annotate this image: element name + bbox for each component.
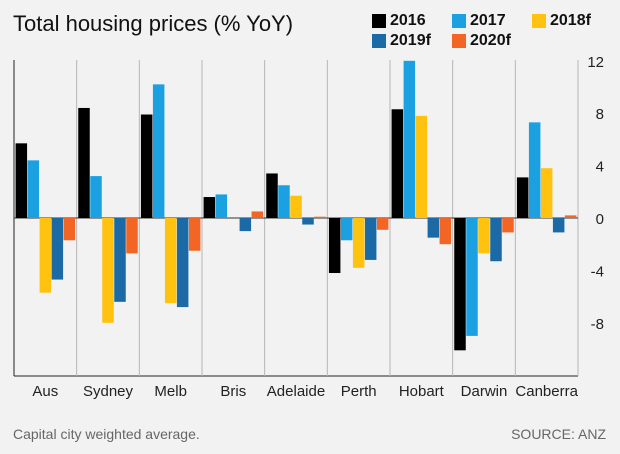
legend-label-2018f: 2018f xyxy=(550,12,591,29)
bar-adelaide-2019f xyxy=(302,218,314,225)
bar-darwin-2019f xyxy=(490,218,502,262)
bar-sydney-2018f xyxy=(102,218,114,323)
bar-darwin-2020f xyxy=(502,218,514,233)
bar-bris-2016 xyxy=(203,197,216,218)
bar-sydney-2020f xyxy=(126,218,138,254)
legend-item-2016: 2016 xyxy=(372,12,452,30)
bar-canberra-2019f xyxy=(552,218,565,233)
x-tick-label: Darwin xyxy=(461,383,508,400)
bar-perth-2019f xyxy=(364,218,377,260)
x-tick-label: Canberra xyxy=(515,383,578,400)
legend-swatch-2018f xyxy=(532,14,546,28)
y-tick-label: 12 xyxy=(587,54,604,71)
bar-hobart-2018f xyxy=(415,115,428,218)
x-tick-label: Bris xyxy=(220,383,246,400)
legend-label-2016: 2016 xyxy=(390,12,426,29)
bar-bris-2017 xyxy=(215,194,228,218)
bar-canberra-2018f xyxy=(540,168,553,218)
legend-swatch-2017 xyxy=(452,14,466,28)
bar-aus-2018f xyxy=(39,218,52,293)
bar-aus-2017 xyxy=(27,160,40,218)
bar-bris-2020f xyxy=(251,211,264,218)
legend-label-2019f: 2019f xyxy=(390,32,431,49)
bar-perth-2020f xyxy=(376,218,389,230)
legend-item-2020f: 2020f xyxy=(452,32,532,50)
y-tick-label: 8 xyxy=(596,106,604,123)
legend-swatch-2016 xyxy=(372,14,386,28)
bar-canberra-2016 xyxy=(516,177,529,218)
x-tick-label: Melb xyxy=(154,383,187,400)
bar-hobart-2019f xyxy=(427,218,440,238)
legend-label-2017: 2017 xyxy=(470,12,506,29)
bar-melb-2017 xyxy=(152,84,165,218)
x-tick-label: Adelaide xyxy=(267,383,325,400)
legend-swatch-2020f xyxy=(452,34,466,48)
bar-canberra-2017 xyxy=(528,122,541,218)
bar-perth-2016 xyxy=(328,218,341,274)
source-note: SOURCE: ANZ xyxy=(511,426,606,442)
legend: 2016 2017 2018f 2019f 2020f xyxy=(372,12,612,50)
bar-hobart-2017 xyxy=(403,60,416,218)
bar-aus-2020f xyxy=(63,218,76,241)
bar-hobart-2016 xyxy=(391,109,404,218)
bar-darwin-2016 xyxy=(454,218,466,351)
bar-perth-2018f xyxy=(352,218,365,268)
bar-adelaide-2020f xyxy=(314,216,326,218)
bar-sydney-2019f xyxy=(114,218,126,302)
legend-label-2020f: 2020f xyxy=(470,32,511,49)
y-tick-label: 4 xyxy=(596,159,604,176)
bar-melb-2018f xyxy=(164,218,177,304)
bar-perth-2017 xyxy=(340,218,353,241)
bar-aus-2016 xyxy=(15,143,28,218)
y-tick-label: -4 xyxy=(591,263,604,280)
y-tick-label: 0 xyxy=(596,211,604,228)
legend-swatch-2019f xyxy=(372,34,386,48)
bar-melb-2016 xyxy=(140,114,153,218)
x-tick-label: Sydney xyxy=(83,383,134,400)
legend-item-2019f: 2019f xyxy=(372,32,452,50)
legend-item-2018f: 2018f xyxy=(532,12,612,30)
bar-bris-2019f xyxy=(239,218,252,232)
legend-item-2017: 2017 xyxy=(452,12,532,30)
x-tick-label: Hobart xyxy=(399,383,445,400)
bar-canberra-2020f xyxy=(564,215,577,218)
bar-adelaide-2016 xyxy=(266,173,278,218)
chart-title: Total housing prices (% YoY) xyxy=(13,11,294,36)
bar-adelaide-2018f xyxy=(290,195,302,218)
bar-melb-2019f xyxy=(176,218,189,308)
bar-darwin-2017 xyxy=(466,218,478,336)
footnote: Capital city weighted average. xyxy=(13,426,200,442)
x-tick-label: Aus xyxy=(32,383,58,400)
x-tick-label: Perth xyxy=(341,383,377,400)
bar-darwin-2018f xyxy=(478,218,490,254)
bar-adelaide-2017 xyxy=(278,185,290,218)
bar-melb-2020f xyxy=(188,218,201,251)
bar-aus-2019f xyxy=(51,218,64,280)
y-tick-label: -8 xyxy=(591,316,604,333)
bar-hobart-2020f xyxy=(439,218,452,245)
bar-sydney-2016 xyxy=(78,107,90,218)
bar-sydney-2017 xyxy=(90,176,102,218)
